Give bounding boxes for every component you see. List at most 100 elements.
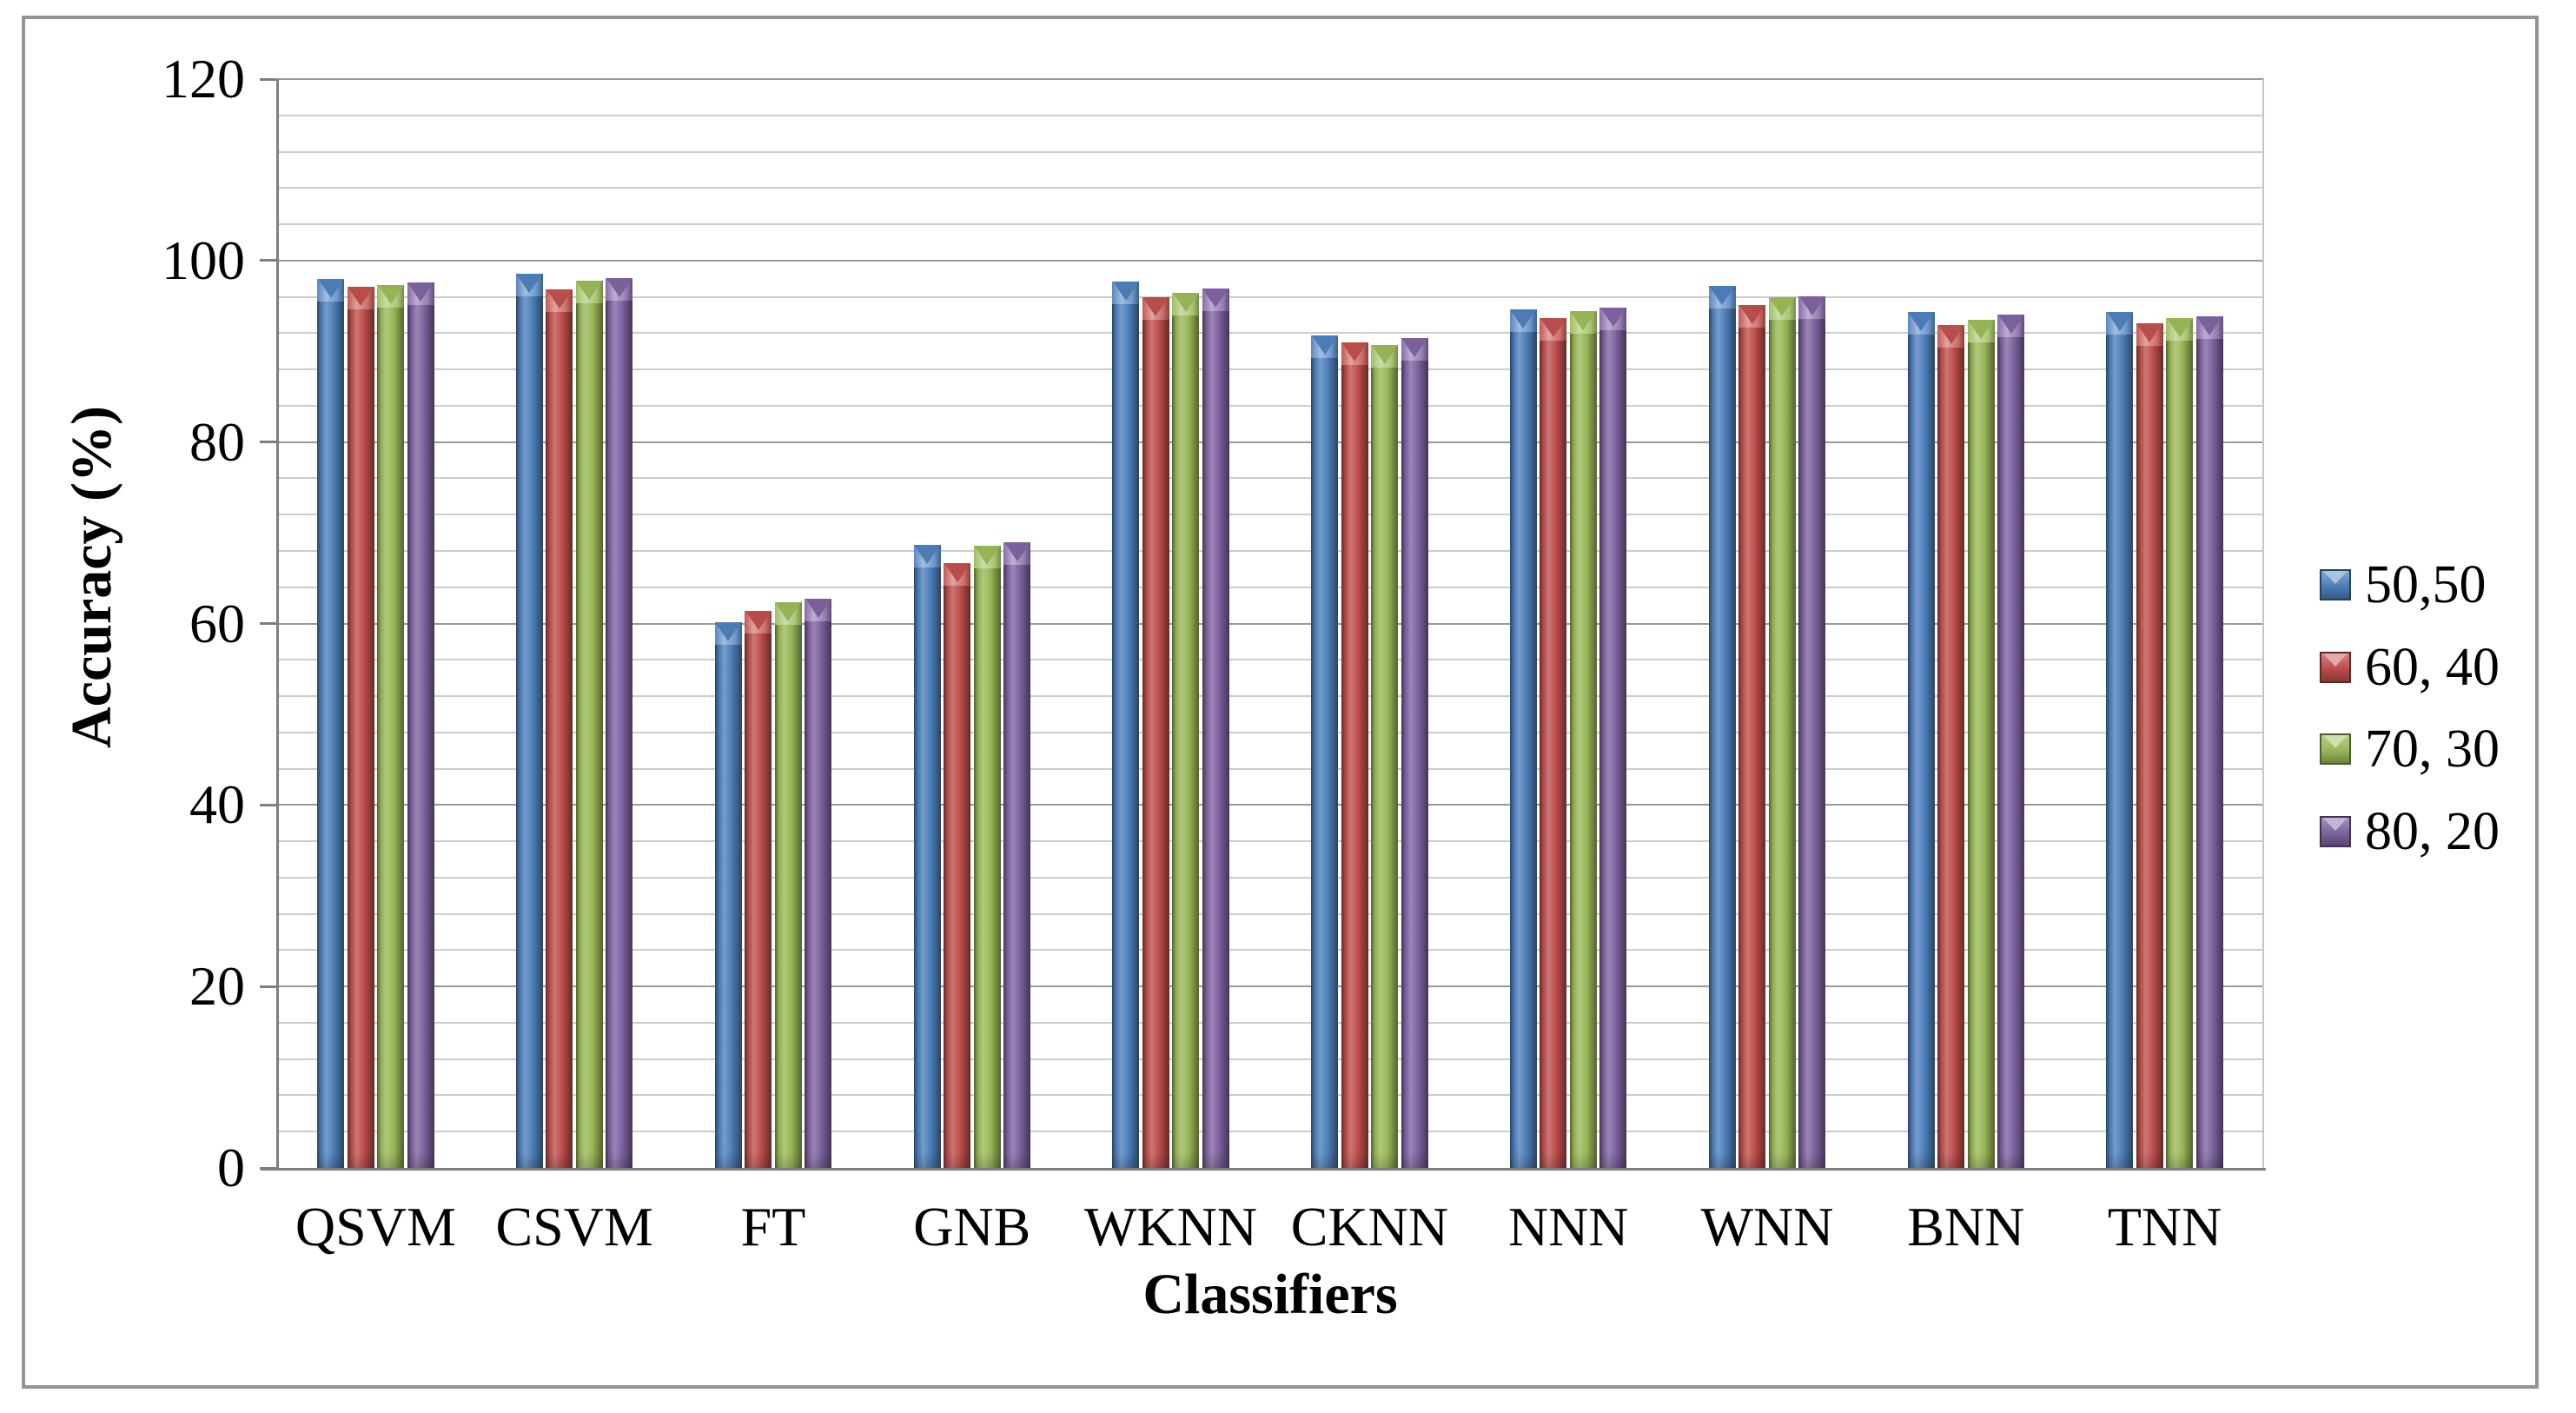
y-tick-label-120: 120 [162, 48, 245, 109]
major-gridline-40 [276, 804, 2264, 806]
bar-TNN-6040 [2136, 322, 2163, 1168]
minor-gridline-112 [276, 150, 2264, 153]
minor-gridline-96 [276, 295, 2264, 298]
bar-top-vee [1341, 342, 1368, 362]
y-tick-0 [260, 1166, 276, 1170]
major-gridline-120 [276, 78, 2264, 80]
minor-gridline-108 [276, 187, 2264, 189]
bar-top-vee [576, 280, 603, 300]
legend-item-7030: 70, 30 [2320, 719, 2500, 779]
bar-QSVM-6040 [347, 287, 374, 1168]
bar-top-vee [1937, 324, 1964, 344]
y-tick-100 [260, 259, 276, 262]
bars-layer [276, 79, 2264, 1168]
minor-gridline-92 [276, 332, 2264, 335]
bar-CSVM-8020 [606, 277, 633, 1168]
bar-TNN-7030 [2166, 317, 2194, 1168]
bar-FT-8020 [805, 599, 832, 1168]
bar-top-vee [606, 277, 632, 297]
bar-top-vee [2136, 322, 2163, 342]
major-gridline-100 [276, 259, 2264, 262]
y-tick-60 [260, 622, 276, 625]
minor-gridline-8 [276, 1094, 2264, 1097]
bar-top-vee [1968, 319, 1995, 339]
bar-CKNN-5050 [1311, 335, 1339, 1168]
bar-BNN-6040 [1937, 324, 1965, 1168]
y-tick-label-60: 60 [189, 592, 245, 654]
bar-top-vee [1599, 308, 1626, 328]
bar-top-vee [1371, 344, 1398, 364]
bar-CSVM-6040 [546, 289, 573, 1168]
bar-FT-7030 [774, 602, 802, 1168]
bar-top-vee [2166, 317, 2193, 337]
bar-WKNN-7030 [1172, 293, 1200, 1168]
x-category-label-NNN: NNN [1507, 1196, 1629, 1257]
minor-gridline-12 [276, 1058, 2264, 1060]
minor-gridline-16 [276, 1021, 2264, 1024]
legend-item-5050: 50,50 [2320, 554, 2487, 615]
bar-BNN-5050 [1907, 312, 1935, 1168]
minor-gridline-4 [276, 1131, 2264, 1133]
major-gridline-20 [276, 985, 2264, 988]
minor-gridline-24 [276, 949, 2264, 952]
minor-gridline-104 [276, 223, 2264, 226]
bar-NNN-8020 [1599, 308, 1627, 1168]
bar-GNB-7030 [973, 545, 1001, 1168]
bar-top-vee [317, 278, 344, 298]
legend-swatch-vee [2323, 735, 2348, 749]
bar-TNN-8020 [2195, 315, 2223, 1168]
x-category-label-WKNN: WKNN [1084, 1196, 1258, 1257]
bar-top-vee [944, 562, 970, 582]
bar-GNB-6040 [944, 562, 971, 1168]
bar-top-vee [1003, 541, 1030, 561]
bar-top-vee [1202, 289, 1229, 308]
legend-item-8020: 80, 20 [2320, 801, 2500, 862]
bar-WNN-8020 [1798, 295, 1826, 1168]
legend-swatch [2320, 733, 2351, 766]
minor-gridline-84 [276, 404, 2264, 407]
legend-label: 50,50 [2365, 555, 2487, 614]
bar-FT-5050 [714, 622, 742, 1168]
legend-label: 70, 30 [2365, 720, 2500, 779]
legend-swatch-vee [2323, 571, 2348, 584]
y-tick-label-20: 20 [189, 955, 245, 1018]
bar-top-vee [1510, 309, 1537, 329]
bar-top-vee [1172, 293, 1199, 313]
bar-CKNN-6040 [1341, 342, 1368, 1168]
x-category-label-QSVM: QSVM [295, 1196, 456, 1257]
bar-top-vee [1738, 304, 1765, 324]
minor-gridline-52 [276, 695, 2264, 698]
legend-swatch-vee [2323, 653, 2348, 667]
bar-top-vee [1540, 317, 1566, 337]
minor-gridline-56 [276, 659, 2264, 661]
bar-NNN-6040 [1540, 317, 1567, 1168]
bar-top-vee [775, 602, 802, 622]
x-axis-title: Classifiers [1142, 1263, 1398, 1326]
bar-top-vee [2196, 315, 2223, 335]
legend-swatch [2320, 816, 2351, 848]
minor-gridline-72 [276, 514, 2264, 516]
y-axis-line [276, 79, 279, 1171]
bar-top-vee [516, 274, 543, 294]
y-tick-label-0: 0 [217, 1137, 245, 1198]
major-gridline-80 [276, 441, 2264, 443]
bar-top-vee [377, 285, 404, 305]
bar-TNN-5050 [2106, 312, 2134, 1168]
bar-CKNN-7030 [1371, 344, 1399, 1168]
bar-top-vee [1570, 311, 1597, 331]
legend-label: 80, 20 [2365, 802, 2500, 862]
bar-BNN-8020 [1997, 315, 2025, 1168]
minor-gridline-76 [276, 477, 2264, 480]
y-tick-20 [260, 985, 276, 988]
bar-CKNN-8020 [1401, 337, 1428, 1168]
bar-top-vee [407, 282, 434, 302]
bar-QSVM-5050 [317, 278, 345, 1168]
y-tick-80 [260, 441, 276, 444]
minor-gridline-36 [276, 840, 2264, 843]
bar-NNN-5050 [1509, 309, 1537, 1168]
x-category-label-FT: FT [740, 1196, 806, 1257]
minor-gridline-68 [276, 549, 2264, 552]
bar-WNN-5050 [1708, 286, 1736, 1168]
bar-top-vee [1311, 335, 1338, 355]
y-tick-label-80: 80 [189, 410, 245, 473]
